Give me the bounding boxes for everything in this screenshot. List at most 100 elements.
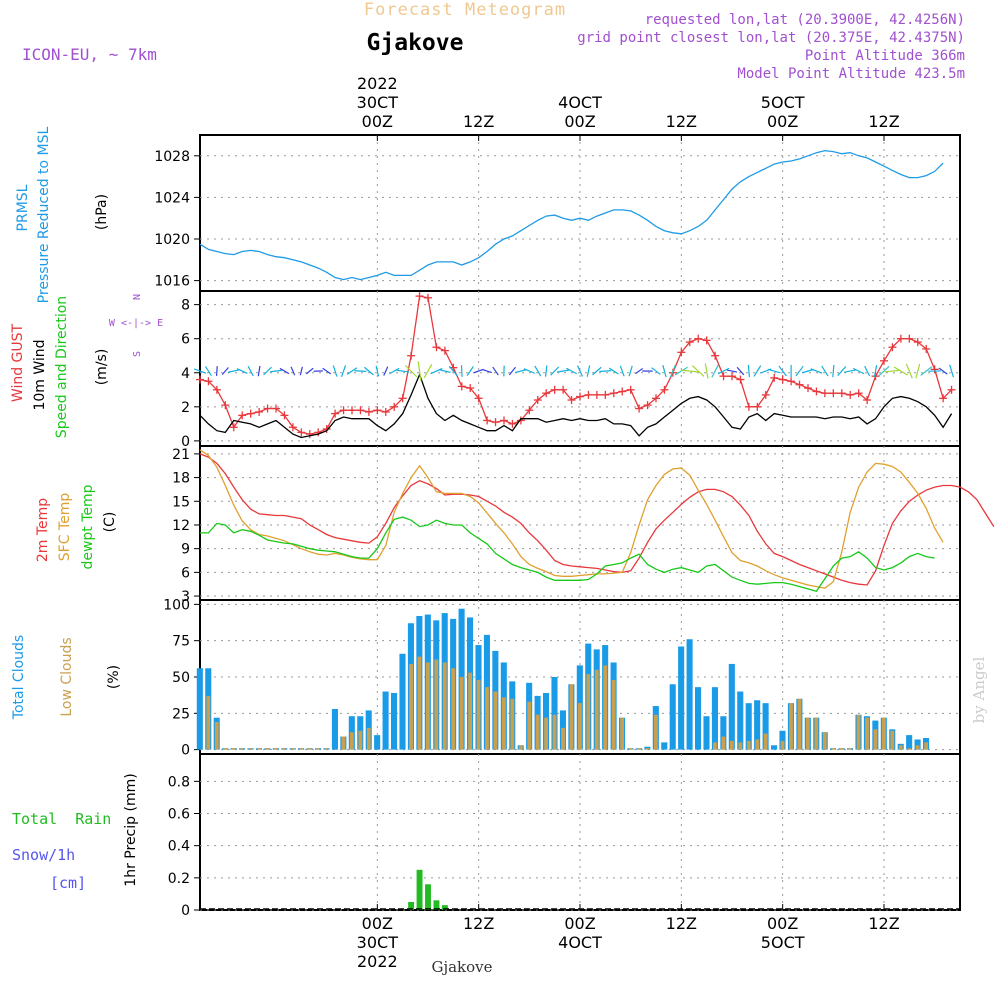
wind-arrow [608, 367, 619, 375]
temp-2m-label: 2m Temp [35, 498, 51, 562]
wind-arrow [482, 368, 492, 374]
gust-marker [905, 334, 914, 343]
clouds-unit-label: (%) [106, 665, 122, 689]
wind-arrow [864, 365, 871, 377]
wind-arrow [566, 367, 577, 375]
wind-arrow [341, 365, 347, 378]
gust-marker [516, 416, 525, 425]
wind-arrow [873, 365, 878, 378]
low-cloud-bar [924, 742, 928, 750]
gust-marker [820, 389, 829, 398]
y-tick-label: 2 [181, 400, 190, 416]
gust-marker [761, 390, 770, 399]
wind-arrow [354, 370, 367, 372]
gust-marker [533, 396, 542, 405]
gust-marker [212, 385, 221, 394]
low-cloud-bar [324, 748, 329, 750]
gust-marker [660, 385, 669, 394]
gust-marker [221, 401, 230, 410]
gust-marker [626, 385, 635, 394]
x-tick-label: 12Z [666, 112, 697, 131]
y-tick-label: 1024 [154, 190, 190, 206]
total-cloud-bar [661, 742, 668, 750]
total-cloud-bar [678, 646, 685, 750]
low-cloud-bar [476, 679, 481, 750]
gust-marker [432, 343, 441, 352]
wind-arrow [674, 366, 688, 376]
gust-marker [744, 402, 753, 411]
total-cloud-bar [771, 745, 778, 750]
watermark: by Angel [970, 656, 988, 723]
low-cloud-bar [814, 717, 819, 750]
temperature-labels: 2m Temp SFC Temp dewpt Temp (C) [35, 484, 118, 569]
wind-arrow [396, 369, 410, 373]
low-cloud-bar [865, 717, 869, 750]
x-tick-label: 00Z [564, 914, 595, 933]
low-cloud-bar [459, 677, 464, 750]
low-cloud-bar [518, 745, 523, 750]
low-cloud-bar [603, 665, 608, 750]
temp-unit-label: (C) [102, 512, 118, 533]
wind-arrow [508, 366, 516, 376]
gust-marker [483, 416, 492, 425]
hpa-unit-label: (hPa) [94, 194, 110, 230]
wind-arrow [305, 367, 314, 375]
x-tick-label: 00Z [362, 914, 393, 933]
gust-marker [238, 411, 247, 420]
gust-marker [390, 402, 399, 411]
low-cloud-bar [780, 740, 785, 750]
low-cloud-bar [265, 748, 270, 750]
panel-wind: 0 2 4 6 8 [181, 290, 961, 450]
low-cloud-bar [915, 745, 920, 750]
wind-arrow [448, 365, 458, 377]
low-cloud-bar [755, 739, 760, 750]
wind-arrow [651, 367, 661, 375]
wind-arrow [523, 368, 536, 374]
location-title: Gjakove [367, 30, 464, 56]
gust-marker [196, 375, 204, 384]
series-wind-gust [199, 295, 953, 435]
low-cloud-bar [890, 730, 895, 750]
model-label: ICON-EU, ~ 7km [22, 45, 157, 64]
wind-arrow [263, 366, 272, 376]
gust-marker [694, 334, 703, 343]
gust-marker [550, 385, 559, 394]
rain-bar [408, 901, 415, 910]
low-cloud-bar [316, 748, 320, 750]
x-tick-label: 12Z [463, 112, 494, 131]
low-cloud-bar [561, 727, 565, 750]
y-tick-label: 25 [172, 706, 190, 722]
total-cloud-bar [779, 730, 786, 750]
x-tick-label: 12Z [868, 914, 899, 933]
panel-pressure: 1016 1020 1024 1028 [154, 134, 961, 292]
low-cloud-bar [307, 748, 312, 750]
gust-marker [880, 356, 888, 365]
wind-arrow [837, 366, 847, 376]
gust-marker [896, 334, 905, 343]
gust-marker [356, 406, 365, 415]
low-cloud-bar [358, 730, 363, 750]
total-cloud-bar [382, 691, 389, 750]
gust-marker [272, 404, 280, 413]
gust-marker [508, 419, 517, 428]
y-tick-label: 15 [172, 494, 190, 510]
wind-arrow [884, 369, 901, 373]
low-cloud-bar [240, 748, 244, 750]
requested-coords: requested lon,lat (20.3900E, 42.4256N) [645, 12, 965, 28]
total-cloud-bar [196, 668, 203, 750]
model-point-altitude: Model Point Altitude 423.5m [737, 66, 965, 82]
low-cloud-bar [805, 717, 810, 750]
wind-arrow [821, 365, 829, 377]
low-cloud-bar [510, 698, 515, 750]
x-tick-label: 30CT [357, 933, 399, 952]
wind-arrow [227, 369, 240, 373]
wind-arrow [736, 366, 745, 376]
x-tick-label: 30CT [357, 93, 399, 112]
low-cloud-bar [763, 733, 768, 750]
wind-arrow [635, 367, 644, 375]
low-cloud-bar [485, 687, 489, 750]
gust-marker [829, 389, 838, 398]
gust-marker [364, 407, 373, 416]
gust-marker [939, 394, 948, 403]
low-cloud-bar [848, 748, 852, 750]
